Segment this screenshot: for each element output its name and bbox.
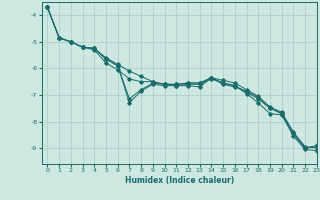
X-axis label: Humidex (Indice chaleur): Humidex (Indice chaleur) <box>124 176 234 185</box>
